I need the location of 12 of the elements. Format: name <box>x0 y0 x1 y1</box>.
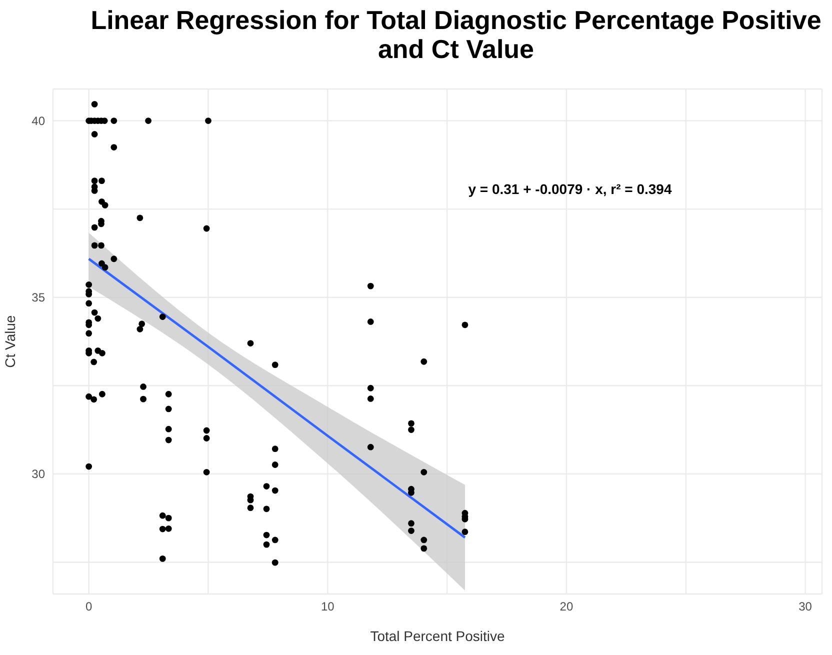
x-axis-title: Total Percent Positive <box>370 628 506 644</box>
y-tick-label: 30 <box>32 467 46 482</box>
x-tick-label: 30 <box>798 600 812 614</box>
x-tick-label: 20 <box>560 600 574 614</box>
y-tick-label: 35 <box>32 290 46 305</box>
chart-title: Linear Regression for Total Diagnostic Percentage Positive and Ct Value <box>90 5 822 64</box>
y-tick-label: 40 <box>32 114 46 128</box>
line-series <box>88 258 466 539</box>
x-tick-label: 0 <box>85 600 92 614</box>
annotation: y = 0.31 + -0.0079 · x, r² = 0.394 <box>468 181 672 197</box>
y-axis-title: Ct Value <box>2 314 18 368</box>
x-tick-label: 10 <box>320 600 335 614</box>
